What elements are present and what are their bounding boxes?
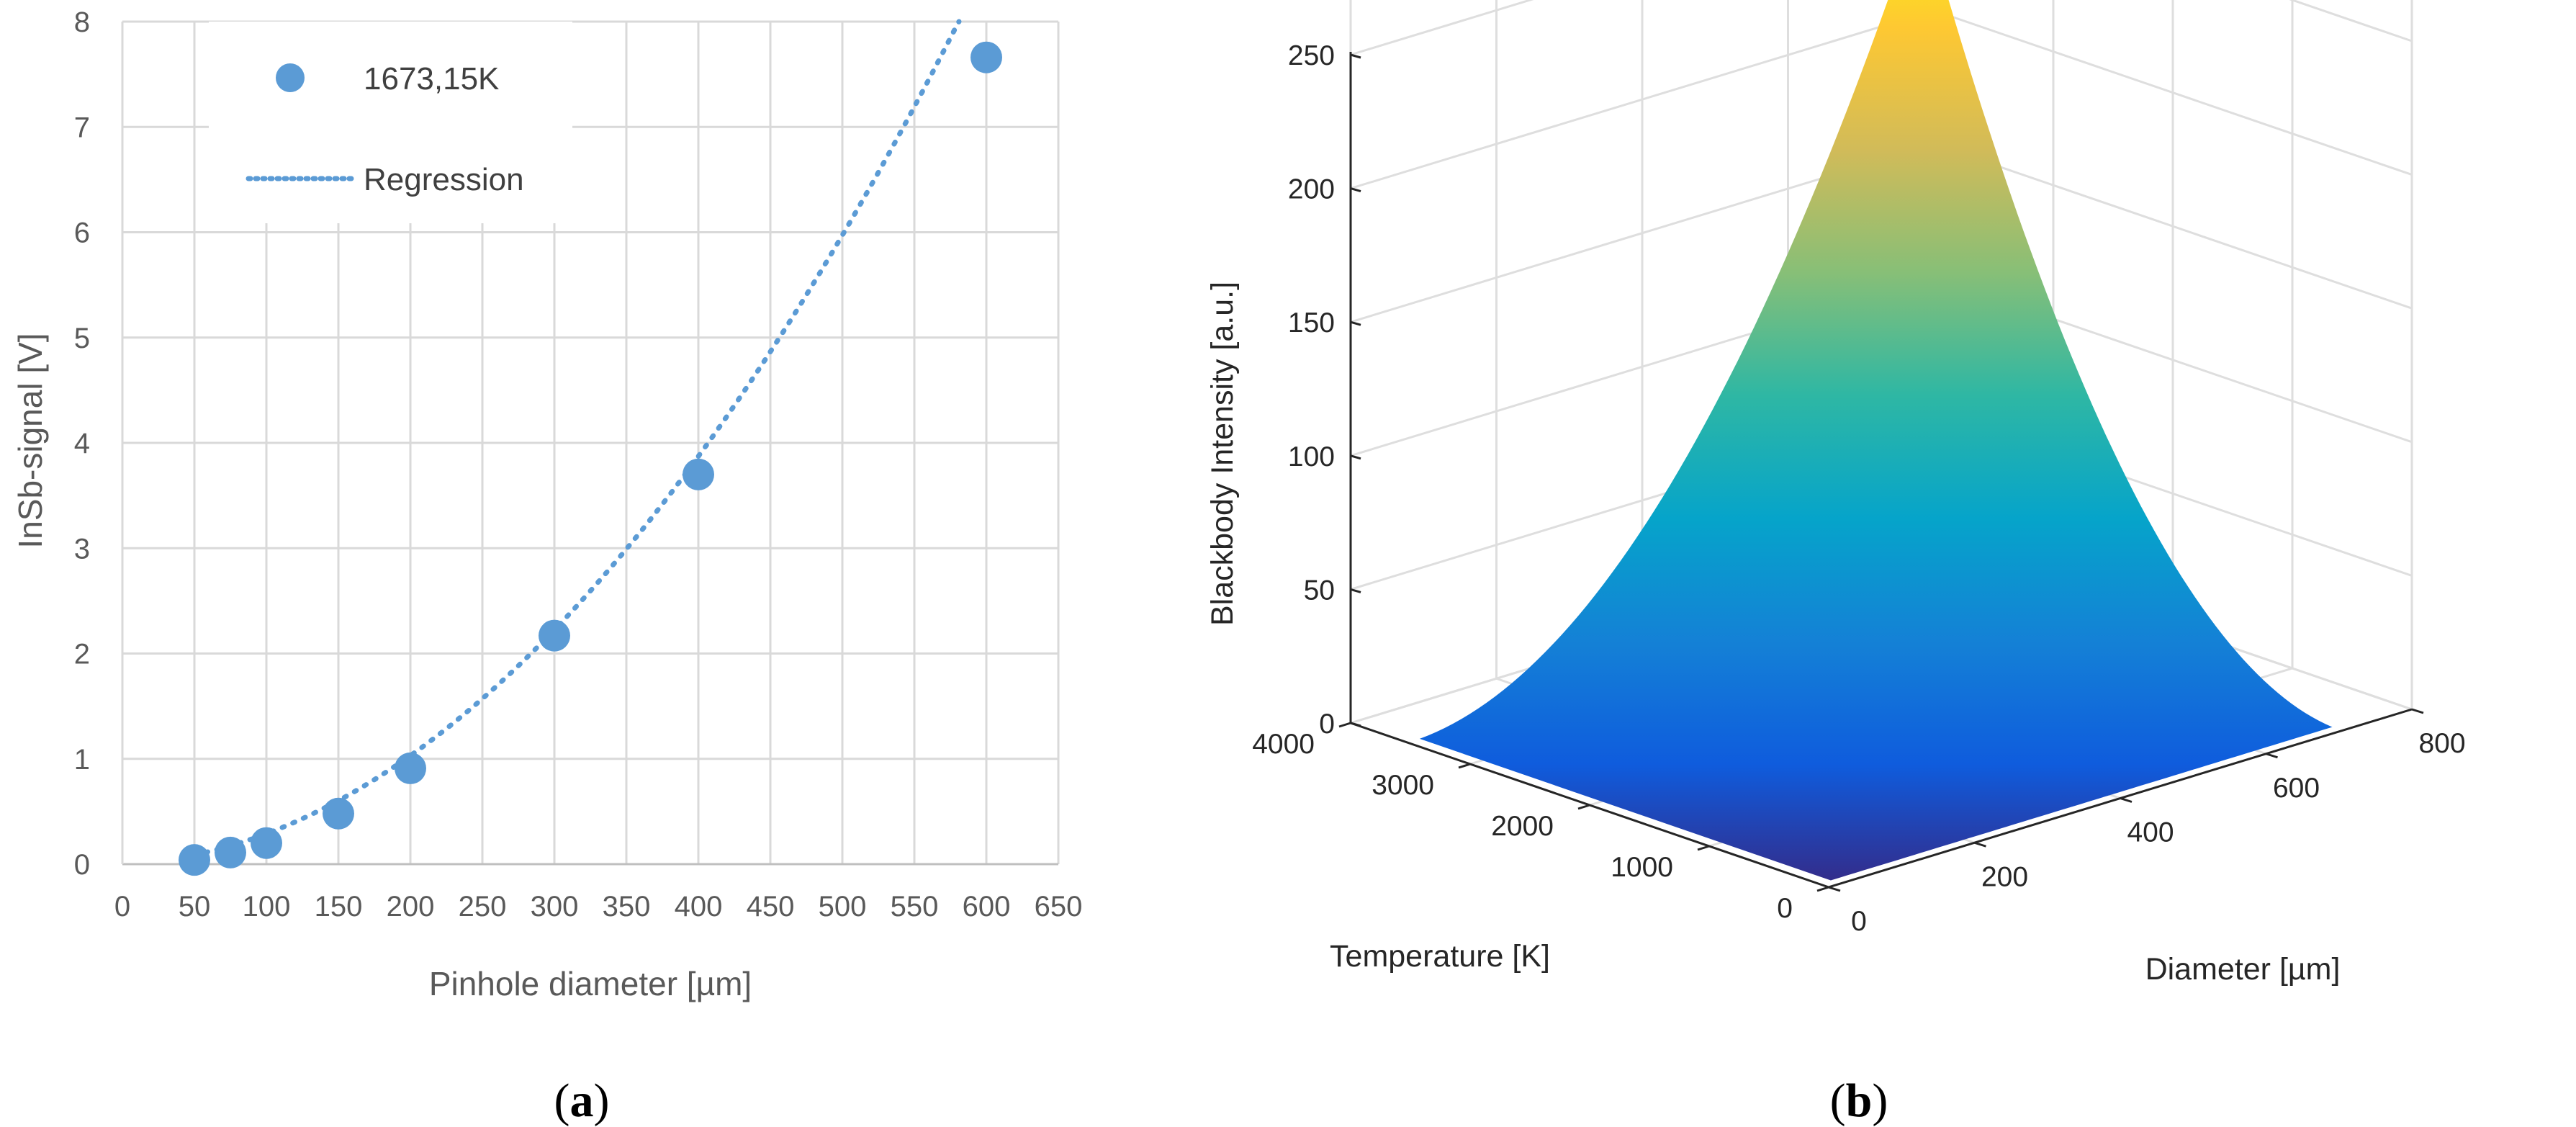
diameter-tick-label: 800: [2418, 728, 2465, 759]
x-tick-label: 250: [459, 891, 507, 922]
data-point: [179, 844, 210, 876]
x-tick-label: 400: [675, 891, 723, 922]
data-point: [970, 41, 1002, 73]
diameter-tick: [1828, 886, 1841, 892]
caption-paren-close: ): [1872, 1074, 1888, 1127]
diameter-tick-label: 400: [2127, 817, 2174, 848]
y-tick-label: 2: [74, 639, 90, 670]
z-tick-label: 150: [1288, 307, 1335, 338]
z-tick-label: 200: [1288, 174, 1335, 205]
data-point: [323, 797, 354, 830]
regression-curve: [192, 19, 962, 858]
panel-a-x-tick-labels: 0 50 100 150 200 250 300 350 400 450 500 550 600 650: [114, 891, 1083, 922]
panel-a-y-tick-labels: 0 1 2 3 4 5 6 7 8: [74, 6, 90, 881]
legend-regression-label: Regression: [364, 162, 524, 197]
x-tick-label: 600: [963, 891, 1011, 922]
data-point: [683, 458, 714, 490]
panel-a-scatter-chart: 0 50 100 150 200 250 300 350 400 450 500 550 600 650 …: [12, 6, 1082, 1127]
svg-text:(a): (a): [554, 1074, 610, 1127]
y-tick-label: 4: [74, 428, 90, 459]
legend-marker-icon: [276, 63, 305, 92]
panel-b-caption: (b): [1830, 1074, 1888, 1127]
legend-series-label: 1673,15K: [364, 61, 499, 96]
y-tick-label: 8: [74, 6, 90, 38]
x-tick-label: 650: [1035, 891, 1083, 922]
data-point: [395, 752, 426, 784]
temperature-tick-label: 1000: [1611, 852, 1673, 883]
caption-letter-a: a: [570, 1074, 594, 1127]
data-points: [179, 41, 1002, 876]
panel-b-z-tick-labels: 0 50 100 150 200 250: [1288, 40, 1361, 740]
x-tick-label: 150: [315, 891, 363, 922]
z-tick-label: 50: [1304, 575, 1335, 606]
diameter-tick: [2120, 797, 2133, 803]
panel-b-temperature-axis-label: Temperature [K]: [1330, 939, 1550, 974]
svg-text:(b): (b): [1830, 1074, 1888, 1127]
y-tick-label: 1: [74, 744, 90, 776]
x-tick-label: 450: [747, 891, 795, 922]
caption-paren-open: (: [1830, 1074, 1846, 1127]
panel-b-temperature-tick-labels: 0 1000 2000 3000 4000: [1252, 722, 1829, 924]
panel-a-y-axis-label: InSb-signal [V]: [12, 333, 49, 548]
caption-paren-close: ): [594, 1074, 610, 1127]
z-tick-label: 0: [1319, 709, 1335, 740]
diameter-tick: [1974, 841, 1986, 848]
diameter-tick-label: 200: [1981, 861, 2028, 892]
x-tick-label: 200: [387, 891, 435, 922]
temperature-tick-label: 3000: [1372, 770, 1434, 801]
y-tick-label: 0: [74, 849, 90, 881]
z-tick: [1350, 320, 1361, 326]
temperature-tick: [1816, 886, 1829, 892]
data-point: [539, 619, 570, 652]
z-tick-label: 100: [1288, 441, 1335, 472]
diameter-tick-label: 0: [1851, 906, 1867, 937]
z-tick: [1350, 454, 1361, 460]
y-tick-label: 7: [74, 112, 90, 143]
panel-a-axes: [121, 22, 1058, 866]
panel-b-diameter-axis-label: Diameter [µm]: [2145, 952, 2341, 987]
x-tick-label: 0: [114, 891, 130, 922]
panel-b-diameter-tick-labels: 0 200 400 600 800: [1828, 708, 2466, 937]
temperature-tick: [1697, 845, 1710, 851]
diameter-tick: [2266, 753, 2278, 759]
blackbody-surface: [1419, 0, 2333, 881]
x-tick-label: 550: [891, 891, 939, 922]
z-tick: [1350, 722, 1361, 727]
temperature-tick-label: 2000: [1491, 811, 1554, 842]
x-tick-label: 300: [531, 891, 579, 922]
z-tick: [1350, 53, 1361, 59]
caption-paren-open: (: [554, 1074, 570, 1127]
data-point: [251, 827, 282, 859]
caption-letter-b: b: [1846, 1074, 1873, 1127]
panel-b-z-axis-label: Blackbody Intensity [a.u.]: [1205, 282, 1240, 626]
temperature-tick: [1577, 804, 1590, 810]
z-tick: [1350, 588, 1361, 593]
y-tick-label: 3: [74, 533, 90, 565]
data-point: [215, 836, 246, 868]
panel-a-caption: (a): [554, 1074, 610, 1127]
y-tick-label: 5: [74, 323, 90, 354]
x-tick-label: 50: [179, 891, 211, 922]
temperature-tick: [1458, 763, 1471, 769]
x-tick-label: 350: [603, 891, 651, 922]
diameter-tick: [2411, 708, 2424, 714]
z-tick-label: 250: [1288, 40, 1335, 71]
x-tick-label: 100: [243, 891, 291, 922]
temperature-tick-label: 0: [1777, 893, 1793, 924]
legend-box: [209, 22, 572, 223]
diameter-tick-label: 600: [2273, 773, 2320, 804]
panel-a-x-axis-label: Pinhole diameter [µm]: [429, 965, 752, 1002]
y-tick-label: 6: [74, 217, 90, 249]
x-tick-label: 500: [819, 891, 867, 922]
legend: 1673,15K Regression: [209, 22, 572, 223]
z-tick: [1350, 187, 1361, 193]
temperature-tick: [1338, 722, 1351, 728]
temperature-tick-label: 4000: [1252, 729, 1315, 760]
panel-b-surface-chart: 0 50 100 150 200 250 0 1000 2000 3000 4000 0 200 40…: [1205, 0, 2466, 1127]
